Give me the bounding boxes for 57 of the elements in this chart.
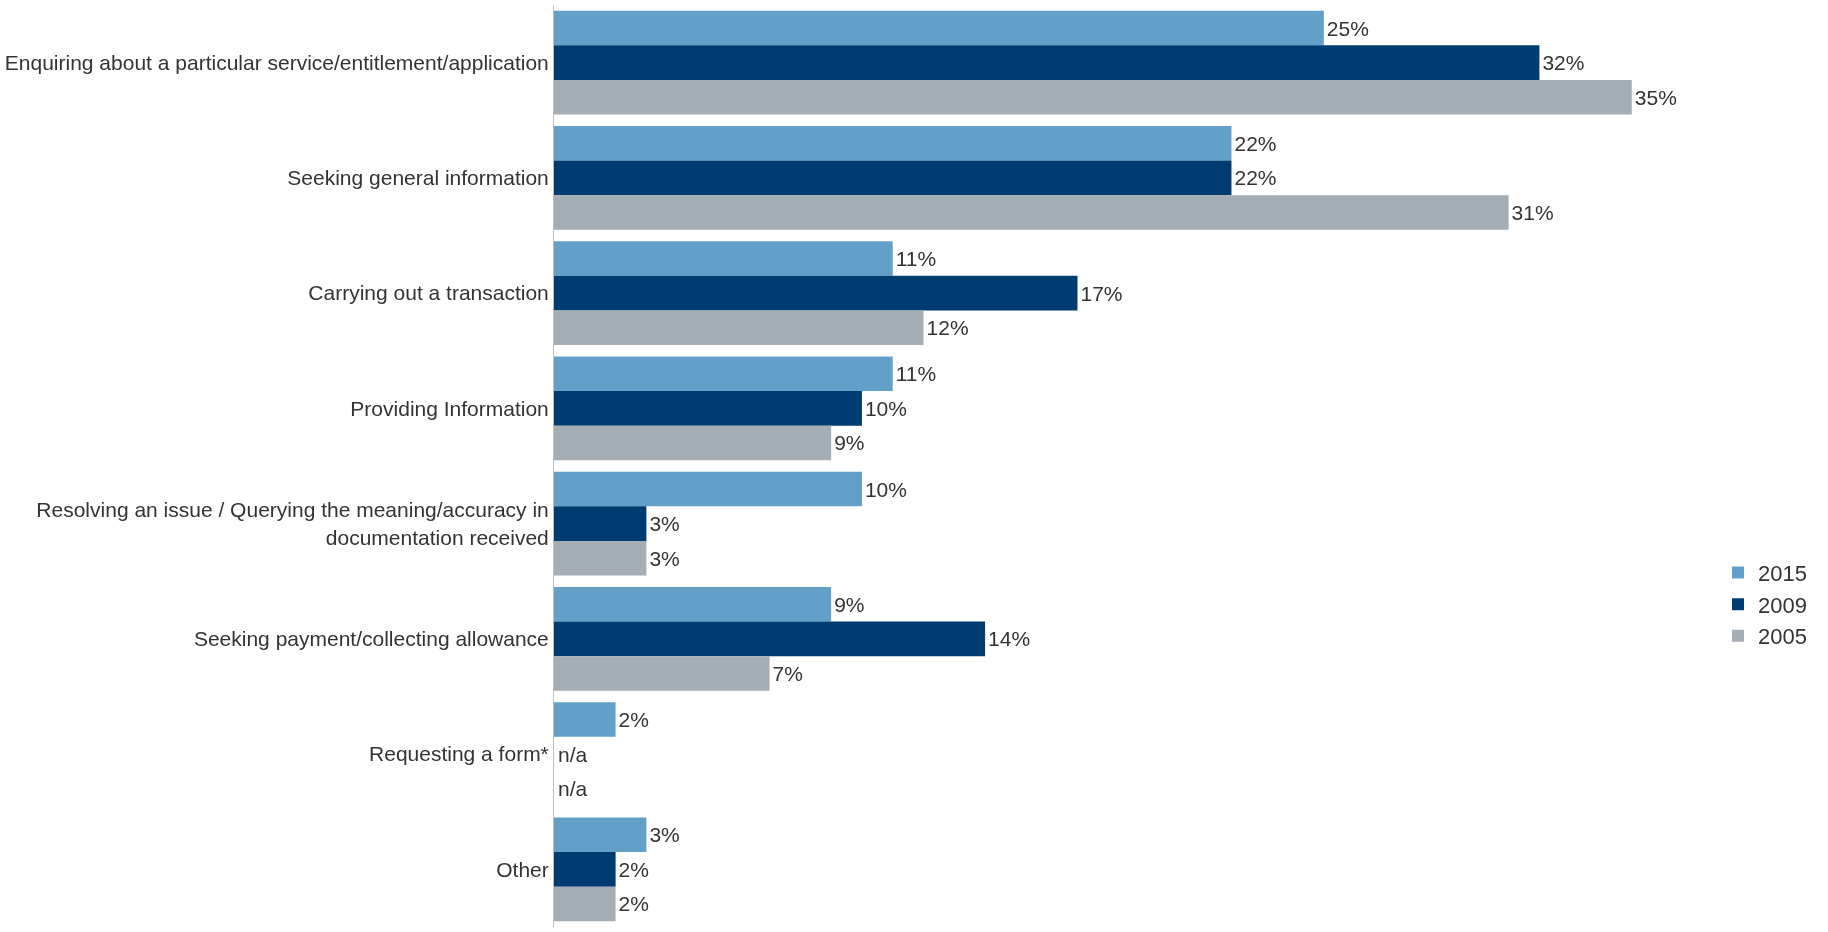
data-label: 7% (772, 661, 803, 685)
y-tick-label: Enquiring about a particular service/entitlement/application (4, 50, 549, 74)
data-label: 11% (895, 362, 937, 386)
data-label: 35% (1634, 85, 1677, 109)
data-label: 25% (1326, 16, 1369, 40)
legend-label: 2009 (1758, 592, 1807, 618)
bar (554, 79, 1632, 115)
data-label: 3% (649, 512, 680, 536)
data-label: 3% (649, 546, 680, 570)
bar (554, 310, 924, 345)
y-tick-label: Resolving an issue / Querying the meaning/accuracy in documentation received (36, 498, 549, 549)
data-label: 22% (1234, 131, 1277, 155)
bar (554, 587, 832, 622)
data-label: 3% (649, 823, 680, 847)
data-label: 12% (926, 316, 969, 340)
text: n/a (558, 743, 588, 766)
bar (554, 195, 1509, 230)
text: n/a (558, 777, 588, 800)
data-label: 17% (1080, 281, 1123, 305)
data-label: 10% (864, 396, 907, 420)
legend-label: 2015 (1758, 561, 1807, 587)
bar (554, 621, 986, 657)
y-tick-label: Seeking payment/collecting allowance (193, 627, 549, 651)
bar (554, 656, 770, 691)
bar (554, 817, 647, 853)
data-label: 32% (1542, 51, 1585, 75)
data-label: 9% (834, 431, 865, 455)
bar (554, 471, 862, 507)
bar (554, 356, 893, 392)
bar (554, 10, 1324, 46)
bar (554, 852, 616, 887)
data-label: 22% (1234, 166, 1277, 190)
data-label: 10% (864, 477, 907, 501)
bar (554, 45, 1540, 80)
y-tick-label: Seeking general information (287, 166, 549, 190)
y-tick-label: Requesting a form* (369, 742, 549, 766)
bar (554, 391, 862, 426)
data-label: 9% (834, 592, 865, 616)
data-label: 2% (618, 857, 649, 881)
bar (554, 241, 893, 276)
y-tick-label: Carrying out a transaction (308, 281, 549, 305)
data-label: 2% (618, 892, 649, 916)
y-tick-label: Other (496, 857, 549, 881)
bar (554, 275, 1078, 311)
bar (554, 506, 647, 541)
data-label: 14% (988, 627, 1031, 651)
bar (554, 126, 1232, 161)
bar (554, 886, 616, 922)
bar (554, 425, 832, 461)
bar (554, 160, 1232, 196)
data-label: 31% (1511, 200, 1554, 224)
legend-label: 2005 (1758, 624, 1807, 650)
bar (554, 702, 616, 737)
data-label: 11% (895, 247, 937, 271)
data-label: 2% (618, 708, 649, 732)
y-tick-label: Providing Information (350, 396, 549, 420)
bar (554, 540, 647, 576)
